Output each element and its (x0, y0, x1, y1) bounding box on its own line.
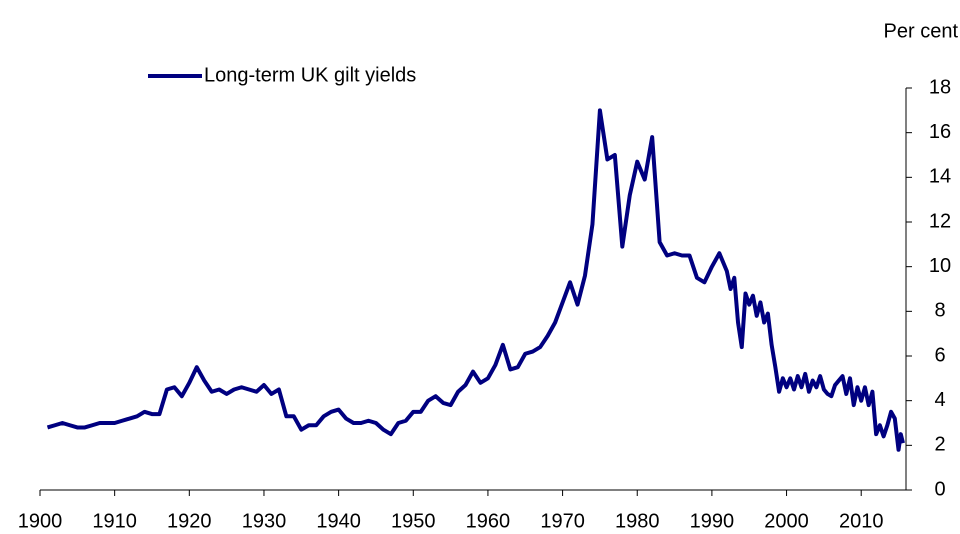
y-tick-label: 4 (934, 389, 945, 411)
y-tick-label: 0 (934, 478, 945, 500)
y-tick-label: 10 (929, 255, 951, 277)
x-tick-label: 1960 (466, 510, 511, 532)
x-tick-label: 1970 (540, 510, 585, 532)
y-tick-label: 16 (929, 121, 951, 143)
y-tick-label: 14 (929, 166, 951, 188)
x-tick-label: 1980 (615, 510, 660, 532)
y-tick-label: 18 (929, 76, 951, 98)
x-tick-label: 1950 (391, 510, 436, 532)
x-tick-label: 1900 (18, 510, 63, 532)
x-tick-label: 1990 (690, 510, 735, 532)
x-tick-label: 2000 (764, 510, 809, 532)
x-tick-label: 1940 (316, 510, 361, 532)
y-tick-label: 12 (929, 210, 951, 232)
y-axis-label: Per cent (884, 20, 959, 42)
series-line (46, 108, 905, 452)
x-tick-label: 1920 (167, 510, 212, 532)
x-tick-label: 2010 (839, 510, 884, 532)
y-tick-label: 2 (934, 434, 945, 456)
y-tick-label: 6 (934, 344, 945, 366)
x-tick-label: 1930 (242, 510, 287, 532)
y-tick-label: 8 (934, 300, 945, 322)
legend-label: Long-term UK gilt yields (204, 64, 416, 86)
x-tick-label: 1910 (92, 510, 137, 532)
